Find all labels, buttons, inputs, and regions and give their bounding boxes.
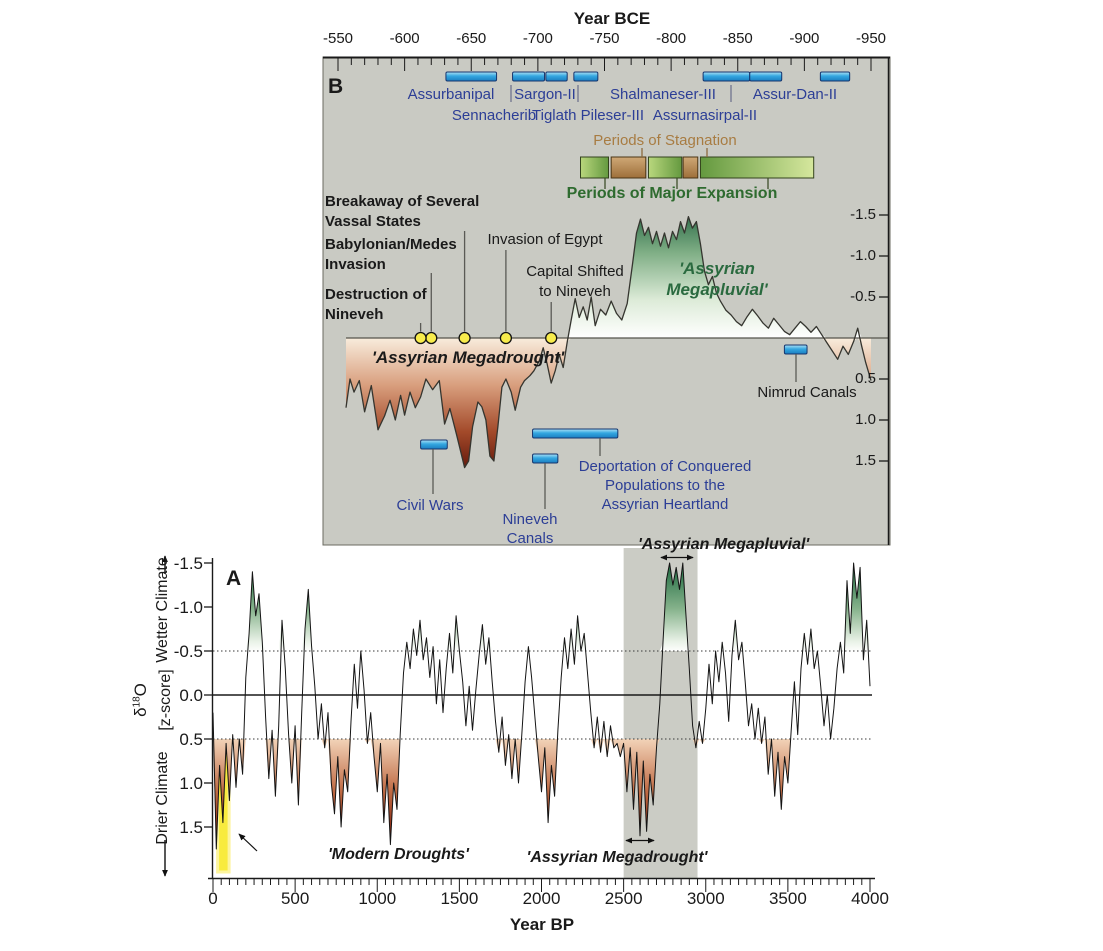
panel-a-x-tick-label: 3500	[768, 889, 807, 908]
panel-b-x-tick-label: -800	[656, 30, 687, 47]
panel-a-y-tick-label: -1.0	[173, 598, 203, 617]
king-label: Shalmaneser-III	[610, 86, 716, 103]
panel-a-x-tick-label: 500	[280, 889, 310, 908]
panel-a-y-tick-label: 0.0	[179, 686, 203, 705]
king-label: Sargon-II	[514, 86, 576, 103]
event-label: Babylonian/Medes	[325, 236, 457, 253]
panel-a-y-tick-label: -1.5	[173, 554, 203, 573]
drier-climate-axis-label: Drier Climate	[154, 751, 171, 845]
annotation-bar-label: Canals	[506, 530, 554, 547]
event-label: Destruction of	[325, 286, 427, 303]
oxygen-symbol: O	[131, 683, 150, 697]
expansion-periods-label: Periods of Major Expansion	[566, 185, 778, 202]
king-label: Tiglath Pileser-III	[532, 107, 644, 124]
panel-b-y-tick-label: 0.5	[855, 370, 876, 387]
panel-b-letter: B	[328, 75, 344, 98]
annotation-bar-label: Civil Wars	[396, 497, 464, 514]
panel-a-x-tick-label: 3000	[686, 889, 725, 908]
panel-b-x-tick-label: -850	[722, 30, 753, 47]
panel-a-y-tick-label: 1.0	[179, 774, 203, 793]
panel-a-x-tick-label: 1000	[358, 889, 397, 908]
panel-a-megapluvial-label: 'Assyrian Megapluvial'	[638, 536, 810, 553]
king-label: Assurbanipal	[407, 86, 495, 103]
isotope-18: 18	[131, 696, 143, 708]
panel-b-y-tick-label: 1.0	[855, 411, 876, 428]
panel-b-x-tick-label: -750	[589, 30, 620, 47]
king-label: Sennacherib	[451, 107, 537, 124]
event-label: Breakaway of Several	[325, 193, 480, 210]
delta18o-axis-label: δ18O	[131, 683, 151, 717]
annotation-bar-label: Populations to the	[604, 477, 726, 494]
king-label: Assur-Dan-II	[752, 86, 838, 103]
panel-b-x-tick-label: -700	[522, 30, 553, 47]
stagnation-periods-label: Periods of Stagnation	[593, 132, 737, 149]
panel-b-megapluvial-label-line2: Megapluvial'	[666, 280, 768, 299]
panel-b-x-tick-label: -650	[456, 30, 487, 47]
event-label: Capital Shifted	[526, 263, 624, 280]
panel-b-megapluvial-label-line1: 'Assyrian	[679, 259, 755, 278]
panel-b-x-axis-title: Year BCE	[573, 9, 651, 28]
panel-a-x-axis-title: Year BP	[509, 915, 575, 934]
panel-b-x-tick-label: -950	[855, 30, 887, 47]
panel-a-x-tick-label: 2500	[604, 889, 643, 908]
event-label: Invasion	[325, 256, 386, 273]
annotation-bar-label: Nimrud Canals	[757, 384, 857, 401]
panel-a-y-tick-label: 1.5	[179, 818, 203, 837]
panel-a-y-tick-label: 0.5	[179, 730, 203, 749]
zscore-axis-label: [z-score]	[157, 669, 174, 731]
panel-b-x-tick-label: -900	[789, 30, 820, 47]
panel-a-x-tick-label: 4000	[851, 889, 889, 908]
panel-b-y-tick-label: 1.5	[855, 452, 876, 469]
panel-a-x-tick-label: 2000	[522, 889, 561, 908]
panel-a-x-tick-label: 1500	[440, 889, 479, 908]
panel-a-megadrought-label: 'Assyrian Megadrought'	[526, 849, 708, 866]
panel-b-x-tick-label: -600	[389, 30, 420, 47]
panel-b-y-tick-label: -0.5	[850, 288, 876, 305]
panel-b-x-tick-label: -550	[322, 30, 354, 47]
panel-b-y-tick-label: -1.0	[850, 247, 876, 264]
wetter-climate-axis-label: Wetter Climate	[154, 557, 171, 663]
event-label: Nineveh	[325, 306, 384, 323]
annotation-bar-label: Deportation of Conquered	[578, 458, 752, 475]
panel-b-megadrought-label: 'Assyrian Megadrought'	[371, 348, 565, 367]
event-label: Invasion of Egypt	[487, 231, 603, 248]
event-label: to Nineveh	[539, 283, 611, 300]
delta-symbol: δ	[131, 707, 150, 717]
panel-a-letter: A	[226, 567, 242, 590]
annotation-bar-label: Nineveh	[502, 511, 558, 528]
panel-a-x-tick-label: 0	[208, 889, 218, 908]
king-label: Assurnasirpal-II	[652, 107, 758, 124]
panel-a-y-tick-label: -0.5	[173, 642, 203, 661]
event-label: Vassal States	[325, 213, 421, 230]
modern-droughts-label: 'Modern Droughts'	[328, 846, 469, 863]
panel-b-y-tick-label: -1.5	[850, 206, 876, 223]
annotation-bar-label: Assyrian Heartland	[601, 496, 729, 513]
